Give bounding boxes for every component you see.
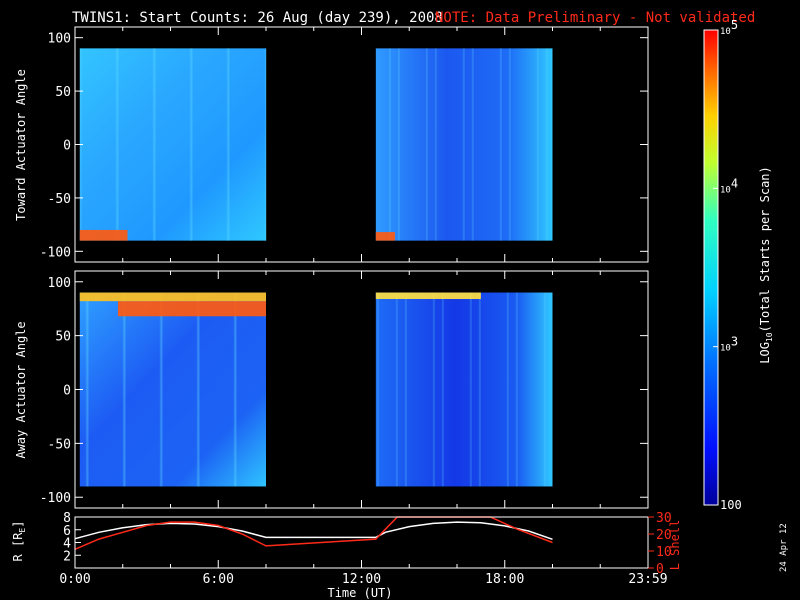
x-tick-label: 18:00 [485, 572, 524, 587]
streak [123, 292, 126, 487]
streak [122, 292, 125, 487]
data-note: NOTE: Data Preliminary - Not validated [435, 10, 755, 26]
streak [159, 292, 162, 487]
orbit-left-label: R [RE] [11, 521, 27, 562]
streak [226, 48, 229, 241]
streak [160, 292, 163, 487]
streak [264, 48, 267, 241]
right-tick-label: 30 [656, 511, 672, 526]
data-block [79, 48, 267, 241]
streak [115, 48, 118, 241]
streak [499, 48, 502, 241]
away-ylabel: Away Actuator Angle [14, 321, 28, 458]
left-tick-label: 2 [63, 549, 71, 564]
x-tick-label: 6:00 [203, 572, 234, 587]
colorbar-tick-label: 105 [720, 18, 738, 37]
colorbar-tick-label: 103 [720, 335, 738, 354]
streak [478, 292, 481, 487]
right-tick-label: 0 [656, 562, 664, 577]
high-count-region [375, 292, 481, 300]
data-block [375, 48, 553, 241]
streak [441, 292, 444, 487]
x-tick-label: 23:59 [628, 572, 667, 587]
y-tick-label: -100 [40, 245, 71, 260]
left-tick-label: 6 [63, 524, 71, 539]
toward-ylabel: Toward Actuator Angle [14, 69, 28, 221]
streak [189, 48, 192, 241]
y-tick-label: 100 [48, 276, 71, 291]
y-tick-label: -50 [48, 437, 71, 452]
streak [388, 48, 391, 241]
high-count-region [79, 292, 267, 302]
streak [196, 292, 199, 487]
streak [116, 48, 119, 241]
colorbar-label: LOG10(Total Starts per Scan) [758, 166, 774, 364]
y-tick-label: -50 [48, 192, 71, 207]
orbit-right-label: L Shell [668, 520, 682, 571]
streak [190, 48, 193, 241]
streak [197, 292, 200, 487]
streak [85, 292, 88, 487]
colorbar-tick-label: 104 [720, 176, 738, 195]
data-block [79, 292, 267, 487]
left-tick-label: 8 [63, 511, 71, 526]
colorbar-frame [703, 29, 719, 506]
streak [508, 48, 511, 241]
streak [233, 292, 236, 487]
y-tick-label: 0 [63, 139, 71, 154]
streak [543, 292, 546, 487]
streak [395, 292, 398, 487]
streak [432, 292, 435, 487]
colorbar: 100 103 104 105 [703, 18, 742, 512]
streak [376, 292, 379, 487]
colorbar-gradient [704, 30, 718, 505]
streak [227, 48, 230, 241]
streak [545, 48, 548, 241]
streak [434, 48, 437, 241]
y-tick-label: -100 [40, 491, 71, 506]
orbit-line-left [74, 521, 553, 541]
streak [404, 292, 407, 487]
streak [536, 48, 539, 241]
y-tick-label: 50 [55, 85, 71, 100]
x-tick-label: 12:00 [342, 572, 381, 587]
chart-title: TWINS1: Start Counts: 26 Aug (day 239), … [72, 10, 443, 26]
high-count-region [79, 229, 128, 241]
right-tick-label: 20 [656, 528, 672, 543]
y-tick-label: 100 [48, 32, 71, 47]
streak [506, 292, 509, 487]
left-tick-label: 4 [63, 537, 71, 552]
streak [234, 292, 237, 487]
date-stamp: 24 Apr 12 [779, 523, 789, 572]
streak [152, 48, 155, 241]
streak [86, 292, 89, 487]
y-tick-label: 0 [63, 384, 71, 399]
high-count-region [117, 301, 266, 317]
orbit-xlabel: Time (UT) [327, 586, 392, 600]
toward-panel: 100 50 0 -50 -100 [40, 26, 649, 263]
streak [515, 292, 518, 487]
colorbar-tick-label: 100 [720, 498, 742, 512]
y-tick-label: 50 [55, 330, 71, 345]
orbit-line-right [74, 516, 553, 550]
streak [462, 48, 465, 241]
right-tick-label: 10 [656, 545, 672, 560]
streak [471, 48, 474, 241]
away-panel: 100 50 0 -50 -100 [40, 270, 649, 509]
streak [153, 48, 156, 241]
x-tick-label: 0:00 [59, 572, 90, 587]
streak [425, 48, 428, 241]
streak [397, 48, 400, 241]
streak [469, 292, 472, 487]
data-block [375, 292, 553, 487]
high-count-region [375, 232, 395, 241]
